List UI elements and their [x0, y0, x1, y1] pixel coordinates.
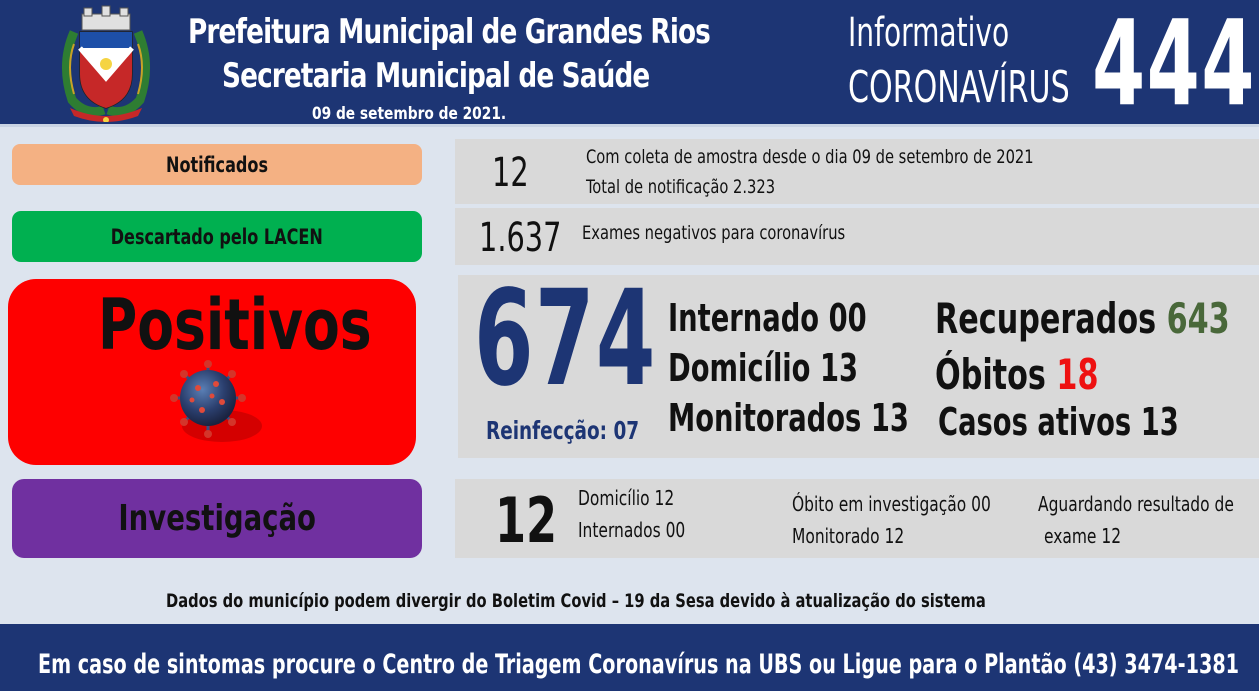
header-divider	[0, 124, 1259, 127]
informativo-label: Informativo	[848, 10, 1010, 56]
casos-ativos-stat: Casos ativos 13	[938, 400, 1179, 444]
municipal-crest-icon	[61, 5, 151, 122]
descartado-label: Descartado pelo LACEN	[110, 224, 324, 249]
notificados-total-text: Total de notificação 2.323	[586, 176, 776, 198]
title-secretaria: Secretaria Municipal de Saúde	[222, 56, 650, 96]
notificados-coleta-text: Com coleta de amostra desde o dia 09 de …	[586, 146, 1034, 168]
inv-domicilio-text: Domicílio 12	[578, 486, 675, 510]
coronavirus-label: CORONAVÍRUS	[848, 62, 1070, 113]
disclaimer-text: Dados do município podem divergir do Bol…	[166, 590, 986, 612]
internado-stat: Internado 00	[668, 296, 867, 340]
descartado-label-box: Descartado pelo LACEN	[12, 211, 422, 262]
investigacao-value: 12	[495, 484, 558, 557]
positivos-value: 674	[474, 262, 657, 416]
recuperados-stat: Recuperados 643	[935, 294, 1230, 343]
report-date: 09 de setembro de 2021.	[312, 104, 507, 124]
investigacao-label: Investigação	[118, 498, 316, 539]
notificados-label: Notificados	[165, 152, 268, 177]
recuperados-value: 643	[1166, 294, 1230, 343]
reinfeccao-text: Reinfecção: 07	[486, 416, 640, 445]
inv-internados-text: Internados 00	[578, 518, 686, 542]
investigacao-panel	[455, 479, 1259, 558]
inv-aguardando-exame-text: exame 12	[1044, 524, 1122, 548]
footer-bar	[0, 624, 1259, 691]
header-bar	[0, 0, 1259, 126]
monitorados-stat: Monitorados 13	[668, 396, 909, 440]
inv-monitorado-text: Monitorado 12	[792, 524, 905, 548]
bulletin-number: 444	[1092, 0, 1256, 132]
notificados-label-box: Notificados	[12, 144, 422, 185]
domicilio-stat: Domicílio 13	[668, 346, 859, 390]
obitos-stat: Óbitos 18	[935, 350, 1099, 399]
footer-contact-text: Em caso de sintomas procure o Centro de …	[38, 649, 1240, 680]
title-prefeitura: Prefeitura Municipal de Grandes Rios	[188, 12, 711, 52]
obitos-value: 18	[1056, 350, 1099, 399]
descartados-panel	[455, 208, 1259, 265]
positivos-label: Positivos	[98, 284, 372, 366]
inv-obito-text: Óbito em investigação 00	[792, 492, 991, 516]
virus-icon	[170, 360, 262, 442]
positivos-panel	[458, 275, 1259, 458]
descartados-value: 1.637	[479, 215, 562, 261]
obitos-label: Óbitos	[935, 350, 1057, 399]
investigacao-label-box: Investigação	[12, 479, 422, 558]
inv-aguardando-text: Aguardando resultado de	[1038, 492, 1234, 516]
recuperados-label: Recuperados	[935, 294, 1167, 343]
descartados-text: Exames negativos para coronavírus	[582, 222, 846, 244]
notificados-panel	[455, 139, 1259, 204]
notificados-value: 12	[492, 150, 529, 196]
